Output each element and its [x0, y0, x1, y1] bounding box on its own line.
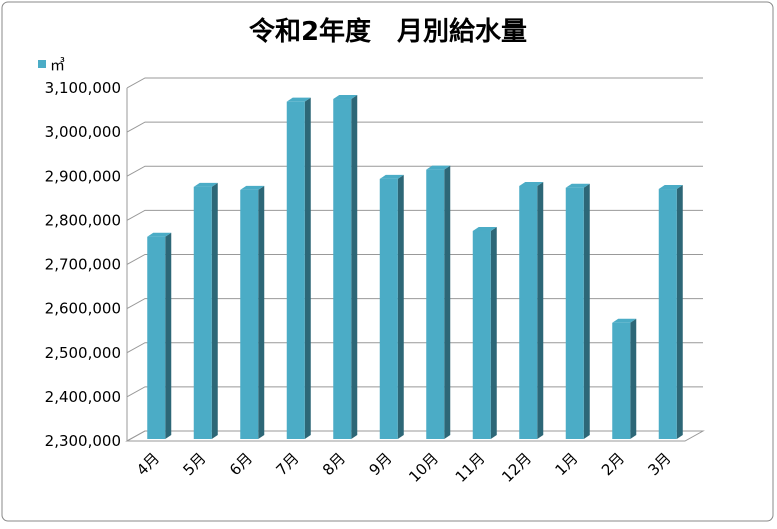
legend-swatch — [38, 60, 46, 68]
bar-top — [147, 232, 172, 237]
bar-top — [519, 181, 544, 186]
y-tick-label: 2,400,000 — [45, 388, 121, 406]
bar-top — [658, 185, 683, 190]
y-tick-label: 2,300,000 — [45, 432, 121, 450]
bar-top — [426, 165, 451, 170]
grid-line — [126, 121, 703, 133]
grid-line — [126, 386, 703, 398]
grid-line — [126, 77, 703, 89]
bar-side — [537, 181, 544, 439]
bar-side — [211, 182, 218, 439]
bar-side — [258, 185, 265, 439]
bar-side — [676, 185, 683, 439]
y-tick-label: 2,800,000 — [45, 211, 121, 229]
bar — [286, 101, 305, 440]
bar-top — [193, 182, 218, 187]
grid-line — [126, 298, 703, 310]
bar — [193, 186, 212, 439]
bar — [147, 236, 166, 439]
bar-side — [351, 95, 358, 439]
y-tick-label: 2,500,000 — [45, 344, 121, 362]
grid-line — [126, 342, 703, 354]
bar-top — [240, 185, 265, 190]
bar-top — [379, 174, 404, 179]
bar — [240, 189, 259, 439]
chart-title: 令和2年度 月別給水量 — [249, 16, 527, 47]
y-tick-label: 2,600,000 — [45, 300, 121, 318]
bar — [472, 230, 491, 439]
bar — [333, 99, 352, 439]
bar-top — [612, 318, 637, 323]
bar — [658, 189, 677, 439]
bar — [379, 178, 398, 439]
y-tick-label: 3,100,000 — [45, 79, 121, 97]
bar-top — [333, 95, 358, 100]
bar-side — [444, 165, 451, 439]
bar — [565, 187, 584, 439]
bar-top — [565, 183, 590, 188]
grid-line — [126, 430, 703, 442]
y-tick-label: 2,900,000 — [45, 167, 121, 185]
bar-side — [490, 226, 497, 439]
grid-line — [126, 165, 703, 177]
bar-top — [286, 97, 311, 102]
bar-side — [397, 174, 404, 439]
bar-side — [304, 97, 311, 440]
bar — [426, 169, 445, 439]
y-tick-label: 3,000,000 — [45, 123, 121, 141]
grid-line — [126, 209, 703, 221]
bar-side — [630, 318, 637, 439]
bar — [612, 322, 631, 439]
legend-label: ㎥ — [50, 56, 65, 74]
grid-line — [126, 254, 703, 265]
bar-top — [472, 226, 497, 231]
bar-side — [583, 183, 590, 439]
bar — [519, 185, 538, 439]
bar-side — [165, 232, 172, 439]
y-tick-label: 2,700,000 — [45, 256, 121, 274]
